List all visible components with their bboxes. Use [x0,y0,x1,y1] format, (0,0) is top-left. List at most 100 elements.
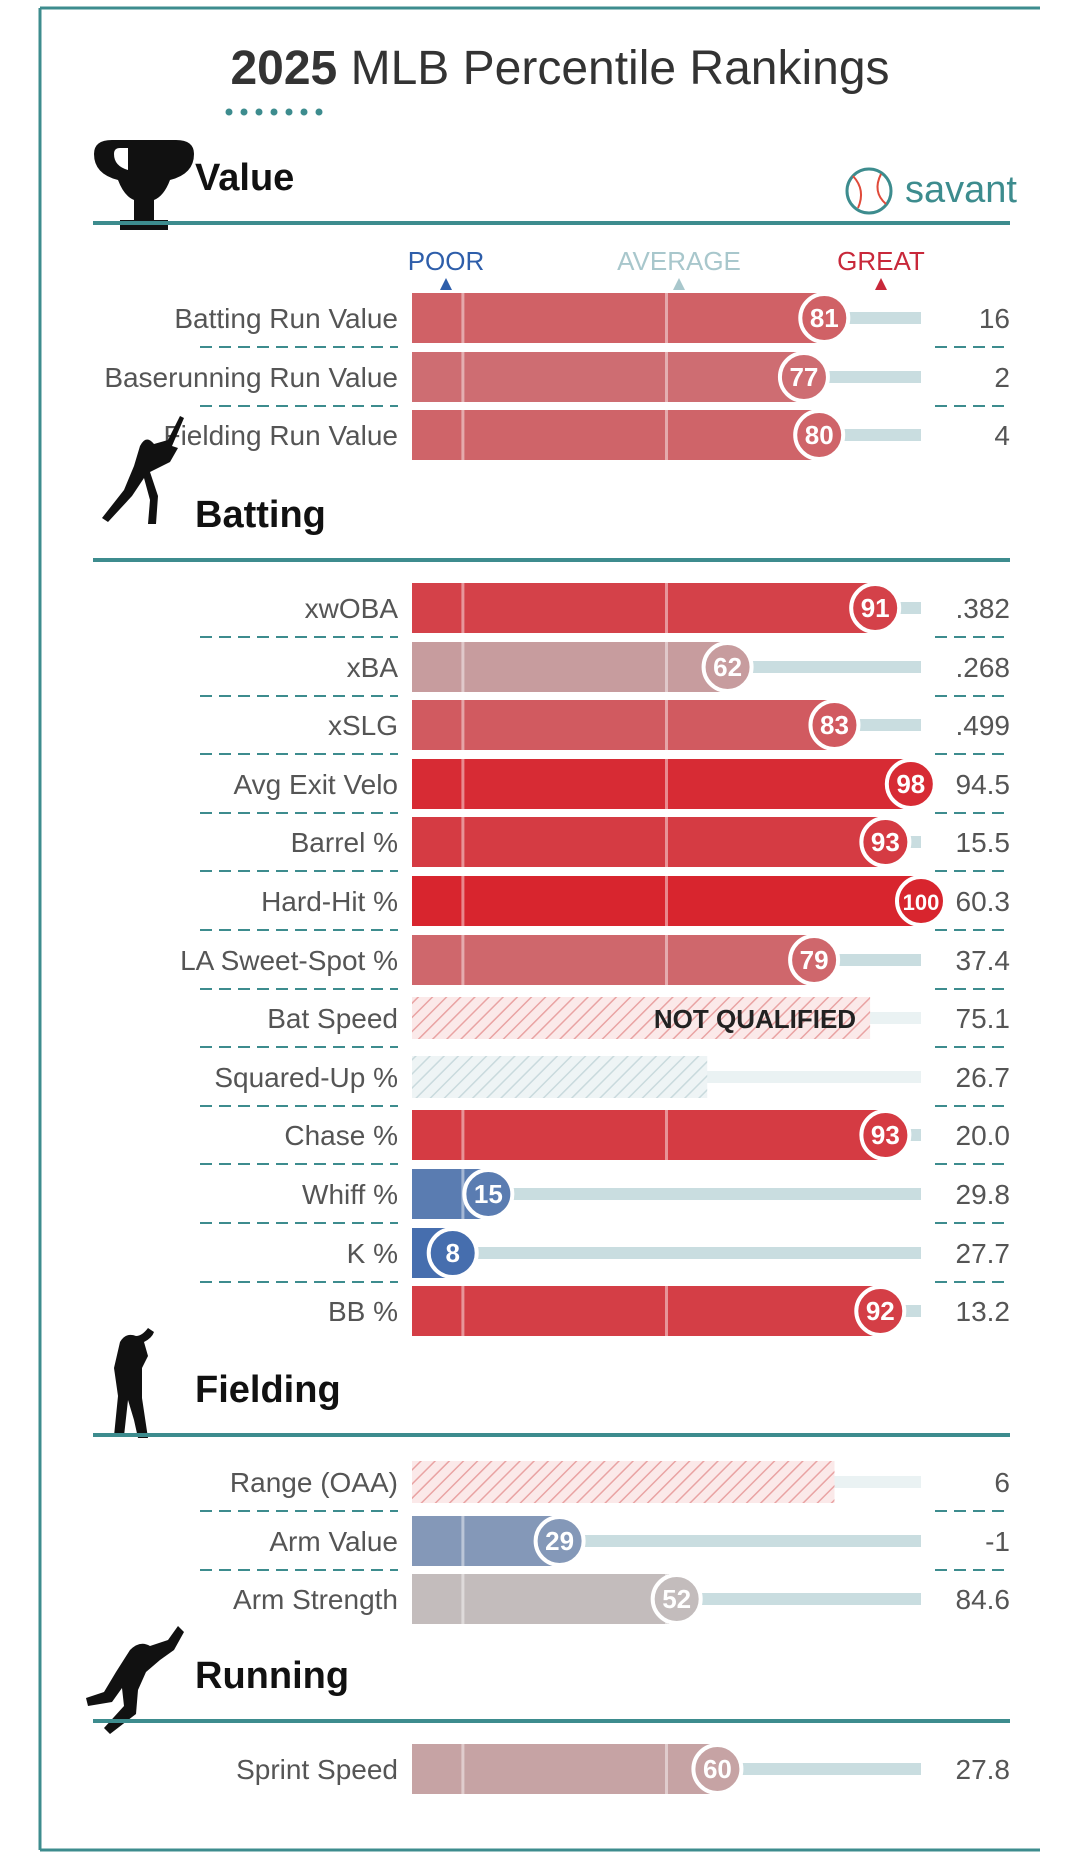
scale-great-label: GREAT [837,246,925,276]
percentile-value: 92 [866,1296,895,1326]
metric-row: Sprint Speed 27.8 60 [236,1743,1011,1795]
percentile-bar [412,1286,881,1336]
percentile-bubble [788,934,841,986]
metric-row: Squared-Up % 26.7 [200,1056,1011,1107]
scale-poor-marker [440,278,452,290]
metric-row: xBA .268 62 [200,641,1011,697]
percentile-value: 93 [871,1120,900,1150]
metric-stat: 13.2 [956,1296,1011,1327]
metric-stat: 27.8 [956,1754,1011,1785]
savant-logo: savant [845,167,1017,215]
percentile-value: 80 [805,420,834,450]
title-dot [300,108,308,116]
percentile-bubble [691,1743,744,1795]
metric-row: Chase % 20.0 93 [200,1109,1011,1165]
metric-stat: 75.1 [956,1003,1011,1034]
section-batting: Batting xwOBA .382 91 xBA .268 62 xSLG .499 83 Avg… [93,416,1011,1337]
metric-label: xSLG [328,710,398,741]
metric-row: xwOBA .382 91 [200,582,1010,638]
savant-wordmark: savant [905,169,1017,211]
percentile-value: 77 [789,362,818,392]
runner-icon [86,1626,184,1734]
percentile-bar [412,935,815,985]
metric-stat: 4 [994,420,1010,451]
title-text: MLB Percentile Rankings [351,42,890,95]
metric-row: Batting Run Value 16 81 [174,292,1010,348]
percentile-value: 29 [545,1526,574,1556]
percentile-bubble [884,758,937,810]
metric-label: Arm Strength [233,1584,398,1615]
section-heading: Running [195,1655,349,1697]
metric-row: Arm Strength 84.6 52 [233,1573,1010,1625]
percentile-value: 93 [871,827,900,857]
title-dot [315,108,323,116]
title-dot [285,108,293,116]
percentile-bubble [854,1285,907,1337]
fielder-icon [114,1328,154,1438]
metric-label: Sprint Speed [236,1754,398,1785]
percentile-bubble [777,351,830,403]
percentile-value: 52 [662,1584,691,1614]
percentile-bubble [462,1168,515,1220]
percentile-value: 60 [703,1754,732,1784]
section-fielding: Fielding Range (OAA) 6 Arm Value -1 29 Arm Str… [93,1328,1010,1625]
unqualified-bar [412,1056,708,1098]
percentile-bar [412,642,728,692]
metric-stat: .499 [956,710,1011,741]
metric-stat: 26.7 [956,1062,1011,1093]
percentile-bar [412,1110,886,1160]
percentile-bar [412,583,876,633]
trophy-icon [94,140,194,230]
percentile-bar [412,352,804,402]
percentile-bar [412,1744,718,1794]
title-year: 2025 [230,42,337,95]
scale-header: POOR AVERAGE GREAT [408,246,925,290]
metric-stat: 16 [979,303,1010,334]
metric-row: Arm Value -1 29 [200,1515,1010,1571]
metric-stat: 20.0 [956,1120,1011,1151]
unqualified-bar [412,1461,835,1503]
metric-label: Arm Value [269,1526,398,1557]
baseball-icon [845,167,893,215]
metric-stat: 15.5 [956,827,1011,858]
metric-stat: 60.3 [956,886,1011,917]
section-value: Value Batting Run Value 16 81 Baserunning Ru… [93,140,1010,461]
percentile-bar [412,293,825,343]
metric-row: Baserunning Run Value 2 77 [104,351,1010,407]
metric-stat: .268 [956,652,1011,683]
scale-average-label: AVERAGE [617,246,741,276]
metric-row: K % 27.7 8 [200,1227,1010,1283]
percentile-bar [412,1574,677,1624]
metric-stat: 37.4 [956,945,1011,976]
percentile-bubble [701,641,754,693]
percentile-bubble [859,816,912,868]
metric-row: Range (OAA) 6 [200,1461,1010,1512]
percentile-value: 79 [800,945,829,975]
metric-label: K % [347,1238,398,1269]
metric-stat: 6 [994,1467,1010,1498]
section-heading: Value [195,157,294,199]
percentile-bubble [426,1227,479,1279]
title-dot [225,108,233,116]
metric-label: Whiff % [302,1179,398,1210]
metric-label: Avg Exit Velo [234,769,398,800]
section-heading: Fielding [195,1369,341,1411]
percentile-track [412,1188,921,1200]
section-heading: Batting [195,494,326,536]
batter-icon [102,416,184,524]
metric-stat: 94.5 [956,769,1011,800]
percentile-bar [412,700,835,750]
percentile-value: 100 [903,890,940,915]
percentile-bar [412,410,820,460]
metric-row: Bat Speed 75.1 NOT QUALIFIED [200,997,1011,1048]
percentile-bubble [793,409,846,461]
percentile-value: 8 [445,1238,459,1268]
metric-row: Hard-Hit % 60.3 100 [200,875,1011,931]
scale-average-marker [673,278,685,290]
chart-body: Value Batting Run Value 16 81 Baserunning Ru… [86,140,1011,1795]
metric-stat: 2 [994,362,1010,393]
title-dots [225,108,323,116]
percentile-value: 91 [861,593,890,623]
percentile-track [412,1247,921,1259]
